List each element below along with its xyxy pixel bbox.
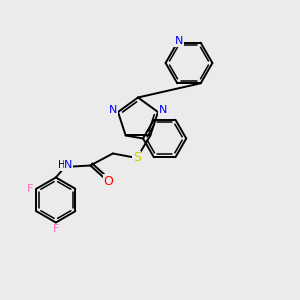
Text: N: N [159,105,167,115]
Text: F: F [27,184,33,194]
Text: N: N [175,36,183,46]
Text: F: F [53,224,59,234]
Text: S: S [133,152,141,164]
Text: O: O [103,175,113,188]
Text: H: H [58,160,65,170]
Text: N: N [64,160,73,170]
Text: N: N [109,105,117,115]
